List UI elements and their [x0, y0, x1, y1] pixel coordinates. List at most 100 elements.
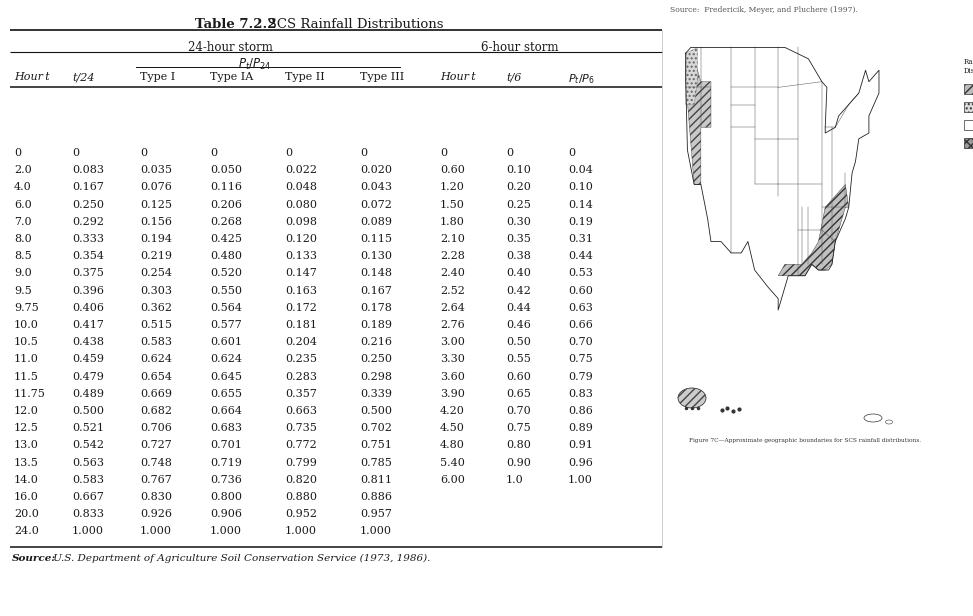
Text: 0.133: 0.133 [285, 251, 317, 261]
Text: 0.736: 0.736 [210, 475, 242, 485]
Text: 0.268: 0.268 [210, 217, 242, 227]
Bar [964, 84, 973, 94]
Text: 0.515: 0.515 [140, 320, 172, 330]
Text: 3.30: 3.30 [440, 354, 465, 365]
Text: 0: 0 [360, 148, 367, 158]
Text: 4.50: 4.50 [440, 423, 465, 433]
Text: 0.91: 0.91 [568, 440, 593, 450]
Text: 14.0: 14.0 [14, 475, 39, 485]
Text: 0.147: 0.147 [285, 269, 317, 278]
Text: 0.250: 0.250 [360, 354, 392, 365]
Text: 0.167: 0.167 [72, 182, 104, 192]
Text: 0.75: 0.75 [568, 354, 593, 365]
Text: 0.46: 0.46 [506, 320, 531, 330]
Text: 0.89: 0.89 [568, 423, 593, 433]
Text: 3.90: 3.90 [440, 389, 465, 399]
Text: 0.35: 0.35 [506, 234, 531, 244]
Text: 0.083: 0.083 [72, 165, 104, 175]
Text: 0.748: 0.748 [140, 458, 172, 468]
Text: 11.0: 11.0 [14, 354, 39, 365]
Text: 0.66: 0.66 [568, 320, 593, 330]
Text: 0.830: 0.830 [140, 492, 172, 502]
Text: 0.957: 0.957 [360, 509, 392, 519]
Text: 0.702: 0.702 [360, 423, 392, 433]
Text: Type IA: Type IA [210, 72, 253, 82]
Text: 0.63: 0.63 [568, 303, 593, 313]
Text: 0.60: 0.60 [568, 286, 593, 296]
Text: 0.206: 0.206 [210, 200, 242, 209]
Text: 9.0: 9.0 [14, 269, 32, 278]
Text: 0.833: 0.833 [72, 509, 104, 519]
Text: U.S. Department of Agriculture Soil Conservation Service (1973, 1986).: U.S. Department of Agriculture Soil Cons… [50, 554, 430, 563]
Text: 0.96: 0.96 [568, 458, 593, 468]
Text: 0.799: 0.799 [285, 458, 317, 468]
Text: 0.80: 0.80 [506, 440, 531, 450]
Text: 0.043: 0.043 [360, 182, 392, 192]
Text: 0.624: 0.624 [140, 354, 172, 365]
Text: 1.000: 1.000 [285, 527, 317, 537]
Text: 0.70: 0.70 [506, 406, 530, 416]
Text: 0.406: 0.406 [72, 303, 104, 313]
Text: 0.354: 0.354 [72, 251, 104, 261]
Text: 0.116: 0.116 [210, 182, 242, 192]
Text: 0.772: 0.772 [285, 440, 317, 450]
Text: 0.31: 0.31 [568, 234, 593, 244]
Text: 24.0: 24.0 [14, 527, 39, 537]
Text: 0.10: 0.10 [568, 182, 593, 192]
Text: 0.60: 0.60 [440, 165, 465, 175]
Text: 0.219: 0.219 [140, 251, 172, 261]
Text: 0.292: 0.292 [72, 217, 104, 227]
Text: 2.64: 2.64 [440, 303, 465, 313]
Text: 0.080: 0.080 [285, 200, 317, 209]
Polygon shape [686, 47, 698, 105]
Text: 0.19: 0.19 [568, 217, 593, 227]
Text: Hour t: Hour t [14, 72, 50, 82]
Text: 4.80: 4.80 [440, 440, 465, 450]
Text: 0.333: 0.333 [72, 234, 104, 244]
Text: 12.5: 12.5 [14, 423, 39, 433]
Text: 6.0: 6.0 [14, 200, 32, 209]
Text: 0.035: 0.035 [140, 165, 172, 175]
Text: 0.520: 0.520 [210, 269, 242, 278]
Text: 0.020: 0.020 [360, 165, 392, 175]
Text: 0.521: 0.521 [72, 423, 104, 433]
Text: 2.40: 2.40 [440, 269, 465, 278]
Text: 0.250: 0.250 [72, 200, 104, 209]
Text: 0.148: 0.148 [360, 269, 392, 278]
Text: 0.20: 0.20 [506, 182, 531, 192]
Text: 0.663: 0.663 [285, 406, 317, 416]
Text: 0.425: 0.425 [210, 234, 242, 244]
Text: 0.50: 0.50 [506, 337, 531, 347]
Text: 0.130: 0.130 [360, 251, 392, 261]
Text: 0.564: 0.564 [210, 303, 242, 313]
Text: 0.14: 0.14 [568, 200, 593, 209]
Text: 9.5: 9.5 [14, 286, 32, 296]
Text: 0.664: 0.664 [210, 406, 242, 416]
Text: 0.706: 0.706 [140, 423, 172, 433]
Text: 10.0: 10.0 [14, 320, 39, 330]
Text: 0.683: 0.683 [210, 423, 242, 433]
Text: 0.04: 0.04 [568, 165, 593, 175]
Text: 0.489: 0.489 [72, 389, 104, 399]
Text: 11.5: 11.5 [14, 371, 39, 381]
Text: 0.682: 0.682 [140, 406, 172, 416]
Text: 8.5: 8.5 [14, 251, 32, 261]
Text: 0.44: 0.44 [506, 303, 531, 313]
Ellipse shape [678, 388, 706, 408]
Text: 1.80: 1.80 [440, 217, 465, 227]
Text: 5.40: 5.40 [440, 458, 465, 468]
Text: 0.811: 0.811 [360, 475, 392, 485]
Text: 0.60: 0.60 [506, 371, 531, 381]
Text: 0.767: 0.767 [140, 475, 172, 485]
Text: 1.0: 1.0 [506, 475, 523, 485]
Text: 0: 0 [72, 148, 79, 158]
Text: 0.303: 0.303 [140, 286, 172, 296]
Text: 0.542: 0.542 [72, 440, 104, 450]
Text: 0.072: 0.072 [360, 200, 392, 209]
Text: 3.60: 3.60 [440, 371, 465, 381]
Text: 0.701: 0.701 [210, 440, 242, 450]
Text: 0.417: 0.417 [72, 320, 104, 330]
Text: 3.00: 3.00 [440, 337, 465, 347]
Bar [964, 138, 973, 148]
Text: 0.880: 0.880 [285, 492, 317, 502]
